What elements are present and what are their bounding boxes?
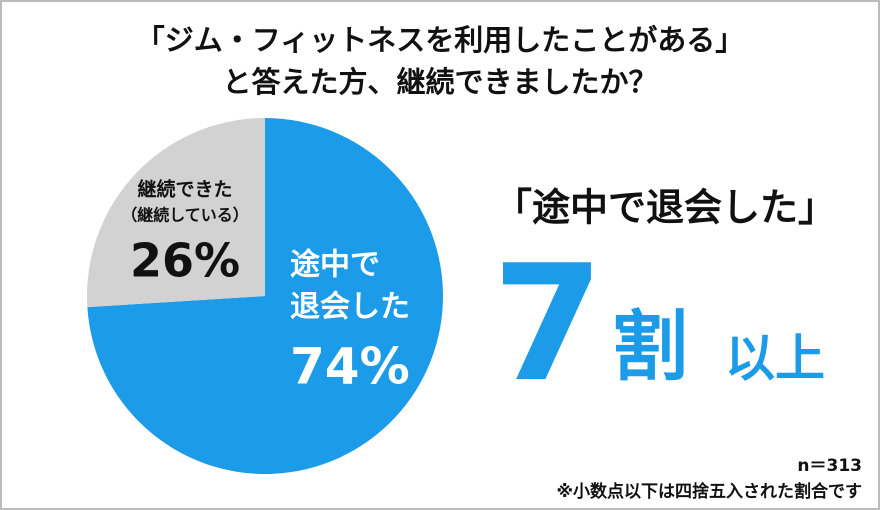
slice-label: 退会した: [290, 290, 410, 325]
pie-slice: [87, 118, 265, 308]
value-label: 26%: [130, 234, 240, 288]
callout-suffix: 以上: [725, 330, 825, 388]
pie-slice: [87, 118, 443, 474]
callout-unit: 割: [612, 302, 688, 391]
footnote: ※小数点以下は四捨五入された割合です: [556, 481, 862, 502]
slice-label: （継続している）: [121, 206, 249, 225]
callout-big: 7: [492, 230, 603, 417]
title-line: 「ジム・フィットネスを利用したことがある」: [136, 23, 744, 57]
slice-label: 途中で: [290, 248, 380, 283]
pie: [87, 118, 443, 474]
slice-label: 継続できた: [137, 178, 232, 201]
title-line: と答えた方、継続できましたか？: [222, 65, 657, 99]
callout-quote: 「途中で退会した」: [494, 186, 836, 230]
pie-labels: 途中で退会した 74% 継続できた （継続している） 26%: [121, 178, 410, 396]
sample-size: n＝313: [797, 456, 862, 476]
value-label: 74%: [290, 338, 410, 396]
